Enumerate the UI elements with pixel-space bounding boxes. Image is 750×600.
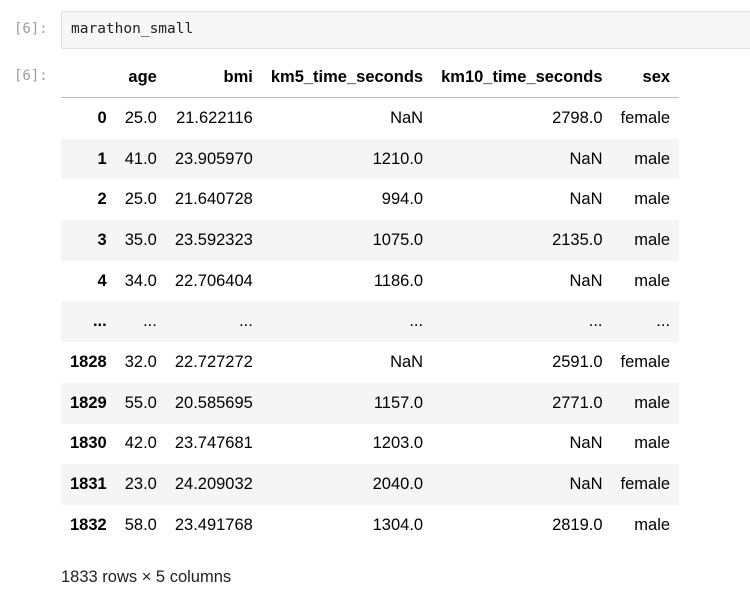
cell-bmi: 21.622116 — [176, 108, 253, 127]
cell-km5-time-seconds: 994.0 — [381, 190, 424, 209]
table-row: 1 41.0 23.905970 1210.0 NaN male — [61, 138, 680, 180]
row-index: 1830 — [70, 434, 107, 453]
row-index: 2 — [97, 190, 107, 209]
cell-age: 23.0 — [124, 475, 157, 494]
row-index: 1832 — [70, 515, 107, 534]
cell-km5-time-seconds: 1186.0 — [373, 271, 424, 290]
cell-km5-time-seconds: NaN — [390, 108, 424, 127]
cell-age: ... — [143, 312, 157, 331]
cell-km10-time-seconds: 2819.0 — [552, 515, 603, 534]
cell-age: 35.0 — [124, 230, 157, 249]
cell-km10-time-seconds: NaN — [569, 434, 603, 453]
cell-age: 41.0 — [124, 149, 157, 168]
cell-sex: female — [620, 108, 671, 127]
cell-sex: male — [634, 434, 671, 453]
cell-age: 25.0 — [124, 190, 157, 209]
cell-km10-time-seconds: 2135.0 — [552, 230, 603, 249]
input-prompt: [6]: — [14, 21, 48, 37]
table-row: 0 25.0 21.622116 NaN 2798.0 female — [61, 98, 679, 139]
cell-km10-time-seconds: ... — [588, 312, 603, 331]
column-header-bmi: bmi — [165, 58, 262, 98]
index-header — [61, 58, 116, 98]
row-index: 1 — [97, 149, 107, 168]
cell-bmi: 22.706404 — [174, 271, 253, 290]
cell-km10-time-seconds: 2798.0 — [552, 108, 603, 127]
row-index: 1831 — [70, 475, 107, 494]
row-index: 1829 — [70, 393, 107, 412]
table-row: 3 35.0 23.592323 1075.0 2135.0 male — [61, 220, 680, 261]
cell-km5-time-seconds: NaN — [390, 352, 424, 371]
cell-km10-time-seconds: NaN — [569, 271, 603, 290]
cell-sex: ... — [656, 312, 671, 331]
cell-bmi: 24.209032 — [174, 475, 253, 494]
cell-age: 55.0 — [124, 393, 157, 412]
cell-sex: female — [620, 475, 671, 494]
cell-km5-time-seconds: 1304.0 — [372, 515, 424, 534]
ellipsis-row: ... ... ... ... ... ... — [61, 301, 680, 343]
table-row: 1830 42.0 23.747681 1203.0 NaN male — [61, 424, 679, 465]
cell-km5-time-seconds: 2040.0 — [372, 475, 424, 494]
cell-age: 25.0 — [124, 108, 157, 127]
column-header-km5-time-seconds: km5_time_seconds — [261, 58, 433, 98]
row-index: 1828 — [70, 352, 107, 371]
cell-bmi: 23.747681 — [174, 434, 253, 453]
cell-sex: male — [634, 149, 671, 168]
output-prompt: [6]: — [14, 68, 48, 84]
table-row: 2 25.0 21.640728 994.0 NaN male — [61, 179, 679, 220]
cell-sex: female — [620, 352, 671, 371]
row-index: 4 — [97, 271, 107, 290]
cell-km10-time-seconds: NaN — [569, 149, 603, 168]
cell-sex: male — [634, 271, 671, 290]
cell-km5-time-seconds: 1210.0 — [372, 149, 424, 168]
cell-km5-time-seconds: 1157.0 — [373, 393, 424, 412]
cell-sex: male — [634, 190, 671, 209]
table-row: 1829 55.0 20.585695 1157.0 2771.0 male — [61, 382, 680, 424]
cell-bmi: 22.727272 — [174, 352, 253, 371]
code-input-cell[interactable]: marathon_small — [61, 11, 750, 49]
cell-age: 42.0 — [124, 434, 157, 453]
cell-sex: male — [634, 515, 671, 534]
cell-age: 58.0 — [124, 515, 157, 534]
cell-bmi: 20.585695 — [174, 393, 253, 412]
output-area: age bmi km5_time_seconds km10_time_secon… — [61, 58, 680, 587]
code-text: marathon_small — [71, 21, 194, 37]
table-row: 1831 23.0 24.209032 2040.0 NaN female — [61, 464, 680, 505]
cell-km5-time-seconds: ... — [409, 312, 424, 331]
dataframe-table: age bmi km5_time_seconds km10_time_secon… — [61, 58, 680, 546]
column-header-km10-time-seconds: km10_time_seconds — [432, 58, 612, 98]
column-header-sex: sex — [611, 58, 680, 98]
cell-age: 34.0 — [124, 271, 157, 290]
cell-age: 32.0 — [124, 352, 157, 371]
header-row: age bmi km5_time_seconds km10_time_secon… — [61, 58, 680, 98]
dataframe-shape-text: 1833 rows × 5 columns — [61, 567, 232, 586]
row-index: 3 — [97, 230, 107, 249]
table-row: 4 34.0 22.706404 1186.0 NaN male — [61, 261, 679, 302]
table-row: 1832 58.0 23.491768 1304.0 2819.0 male — [61, 505, 679, 546]
cell-km10-time-seconds: NaN — [569, 475, 603, 494]
cell-bmi: 21.640728 — [174, 190, 253, 209]
cell-bmi: 23.905970 — [174, 149, 253, 168]
cell-km10-time-seconds: NaN — [569, 190, 603, 209]
row-index: 0 — [97, 108, 107, 127]
cell-km10-time-seconds: 2591.0 — [552, 352, 603, 371]
cell-bmi: 23.491768 — [174, 515, 253, 534]
cell-bmi: ... — [239, 312, 253, 331]
cell-sex: male — [634, 393, 671, 412]
cell-km10-time-seconds: 2771.0 — [552, 393, 603, 412]
cell-km5-time-seconds: 1203.0 — [372, 434, 424, 453]
cell-bmi: 23.592323 — [174, 230, 253, 249]
cell-km5-time-seconds: 1075.0 — [372, 230, 424, 249]
cell-sex: male — [634, 230, 671, 249]
table-row: 1828 32.0 22.727272 NaN 2591.0 female — [61, 342, 679, 383]
row-index: ... — [92, 312, 107, 331]
column-header-age: age — [115, 58, 166, 98]
